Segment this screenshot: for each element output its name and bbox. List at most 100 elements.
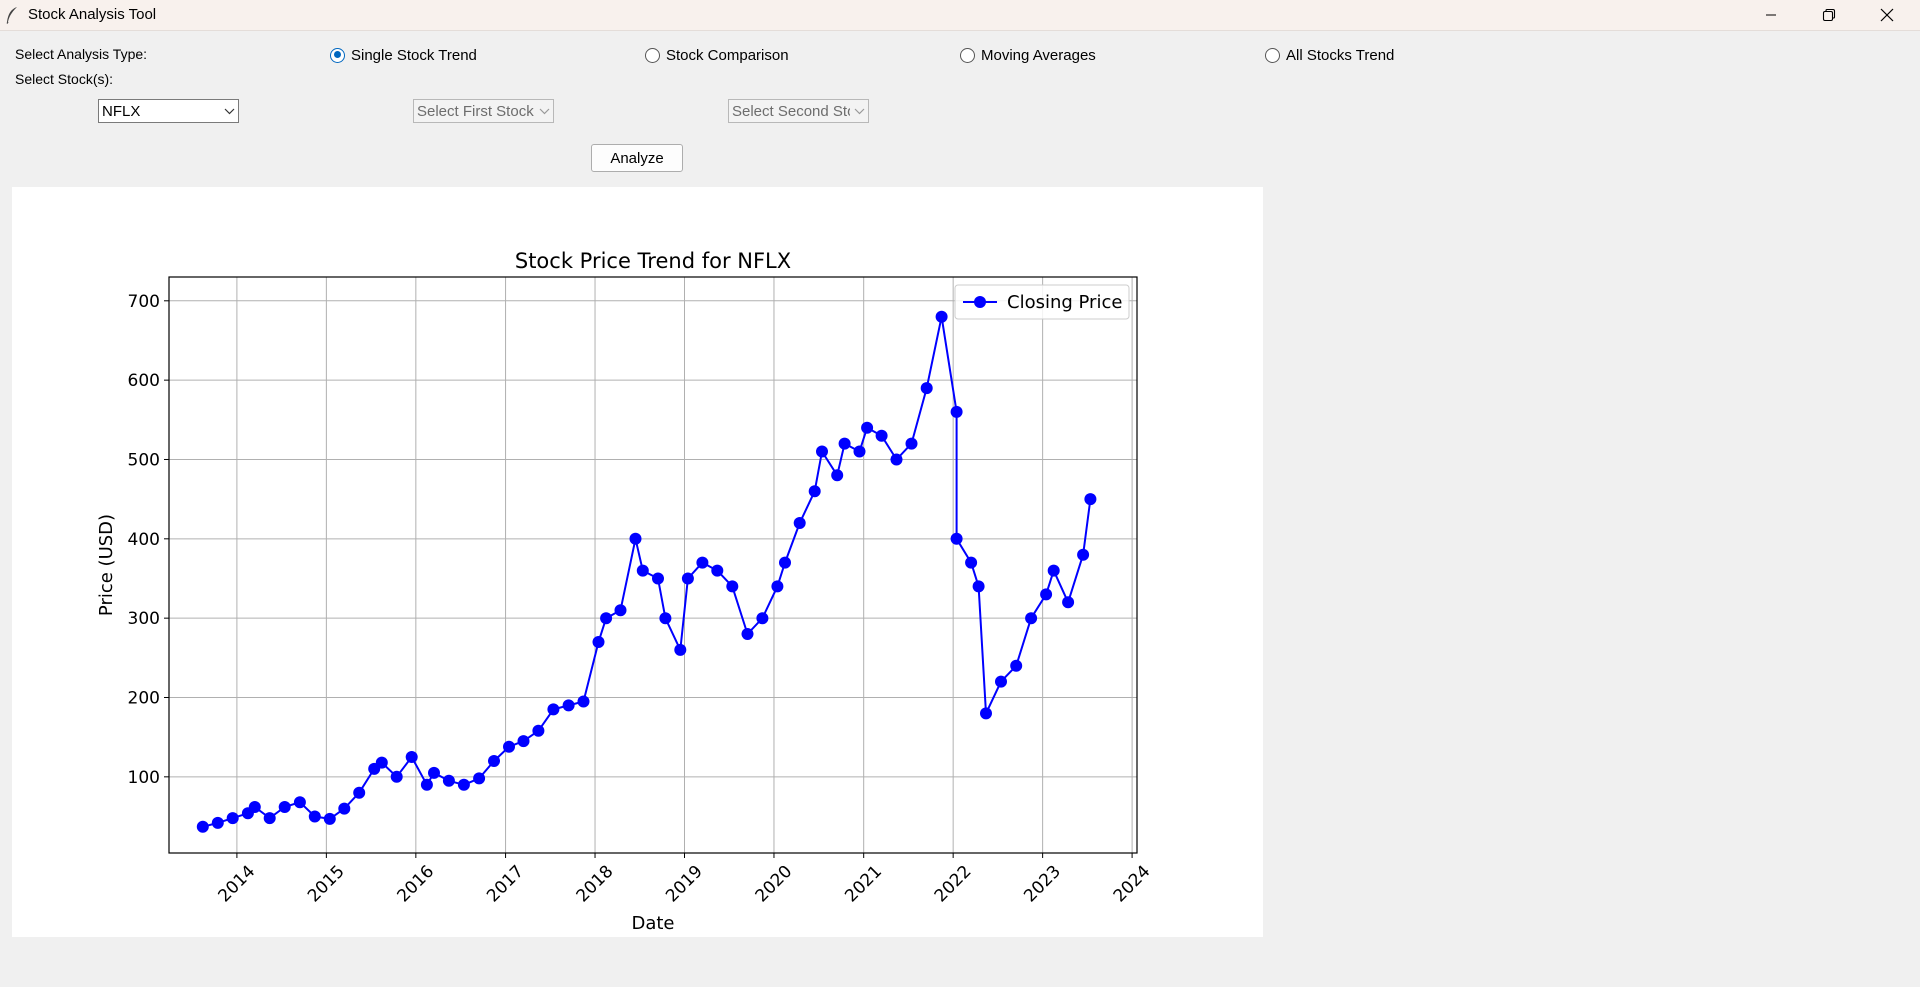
window-title: Stock Analysis Tool (28, 6, 157, 23)
data-point (353, 786, 366, 799)
data-point (674, 643, 687, 656)
data-point (1047, 564, 1060, 577)
data-point (995, 675, 1007, 688)
stock-select[interactable]: NFLX (98, 99, 239, 123)
data-point (861, 421, 874, 434)
price-trend-chart: 2014 2015 2016 2017 2018 2019 2020 2021 2022 2023… (96, 249, 1154, 934)
second-stock-select[interactable]: Select Second Stock (728, 99, 869, 123)
data-point (875, 429, 888, 442)
data-point (405, 751, 418, 763)
radio-label: Stock Comparison (666, 46, 789, 64)
data-point (659, 612, 672, 625)
plot-frame (168, 276, 1138, 854)
radio-indicator (960, 47, 975, 63)
stock-select-value: NFLX (102, 102, 141, 120)
data-point (263, 812, 276, 825)
x-tick-label: 2014 (215, 862, 260, 907)
data-point (838, 437, 851, 450)
data-point (1084, 493, 1097, 506)
data-point (457, 778, 470, 791)
data-point (681, 572, 694, 585)
data-point (771, 580, 784, 593)
y-axis-label: Price (USD) (96, 514, 117, 616)
chevron-down-icon (220, 100, 238, 122)
data-point (248, 801, 261, 813)
data-point (711, 564, 724, 577)
data-point (816, 445, 828, 458)
minimize-button[interactable] (1742, 0, 1800, 30)
data-point (278, 801, 291, 813)
plot-area (169, 277, 1137, 853)
analyze-button[interactable]: Analyze (591, 144, 683, 172)
x-tick-label: 2018 (573, 862, 618, 907)
data-point (600, 612, 613, 625)
data-point (428, 766, 440, 779)
x-tick-label: 2015 (304, 862, 349, 907)
x-tick-label: 2020 (752, 862, 797, 907)
data-point (950, 532, 963, 545)
data-point (853, 445, 866, 458)
first-stock-select-value: Select First Stock (417, 102, 534, 120)
y-tick-label: 700 (128, 292, 160, 312)
data-point (652, 572, 664, 585)
data-point (226, 812, 239, 825)
radio-moving-averages[interactable]: Moving Averages (960, 44, 1096, 66)
x-tick-label: 2017 (483, 862, 528, 907)
data-point (1040, 588, 1053, 601)
data-point (1025, 612, 1038, 625)
data-point (442, 774, 455, 787)
data-point (308, 810, 321, 823)
first-stock-select[interactable]: Select First Stock (413, 99, 554, 123)
data-point (1062, 596, 1075, 609)
radio-indicator (645, 47, 660, 63)
y-tick-label: 200 (128, 688, 160, 708)
data-point (629, 532, 642, 545)
close-button[interactable] (1858, 0, 1916, 30)
radio-all-stocks-trend[interactable]: All Stocks Trend (1265, 44, 1394, 66)
analysis-type-label: Select Analysis Type: (15, 46, 148, 62)
x-tick-label: 2019 (662, 862, 707, 907)
data-point (614, 604, 627, 617)
data-point (831, 469, 844, 482)
legend-box (954, 284, 1130, 320)
data-point (211, 816, 224, 829)
radio-label: Moving Averages (981, 46, 1096, 64)
chart-canvas: 2014 2015 2016 2017 2018 2019 2020 2021 2022 2023… (12, 187, 1263, 937)
feather-app-icon (6, 7, 17, 24)
close-icon (1880, 8, 1894, 22)
data-point (562, 699, 575, 712)
data-point (920, 382, 933, 395)
x-tick-label: 2022 (931, 862, 976, 907)
data-point (338, 802, 351, 815)
data-point (517, 735, 530, 748)
data-point (293, 796, 306, 809)
data-point (636, 564, 649, 577)
data-point (420, 778, 433, 791)
data-point (756, 612, 769, 625)
radio-label: All Stocks Trend (1286, 46, 1395, 64)
y-tick-label: 600 (128, 371, 160, 391)
data-point (577, 695, 590, 708)
y-tick-label: 500 (128, 450, 160, 470)
data-point (592, 636, 605, 648)
data-point (196, 820, 209, 833)
minimize-icon (1766, 14, 1776, 16)
restore-icon (1822, 8, 1836, 22)
data-point (741, 628, 754, 640)
radio-single-stock-trend[interactable]: Single Stock Trend (330, 44, 477, 66)
data-point (726, 580, 739, 593)
data-point (980, 707, 992, 720)
radio-stock-comparison[interactable]: Stock Comparison (645, 44, 789, 66)
y-tick-label: 400 (128, 530, 160, 550)
restore-button[interactable] (1800, 0, 1858, 30)
data-point (808, 485, 821, 498)
data-point (696, 556, 709, 569)
x-tick-label: 2016 (393, 862, 438, 907)
analyze-button-label: Analyze (610, 149, 664, 167)
data-point (950, 405, 963, 418)
y-tick-label: 300 (128, 609, 160, 629)
legend-label: Closing Price (1007, 292, 1122, 313)
data-point (972, 580, 985, 593)
data-point (503, 740, 515, 753)
chevron-down-icon (850, 100, 868, 122)
